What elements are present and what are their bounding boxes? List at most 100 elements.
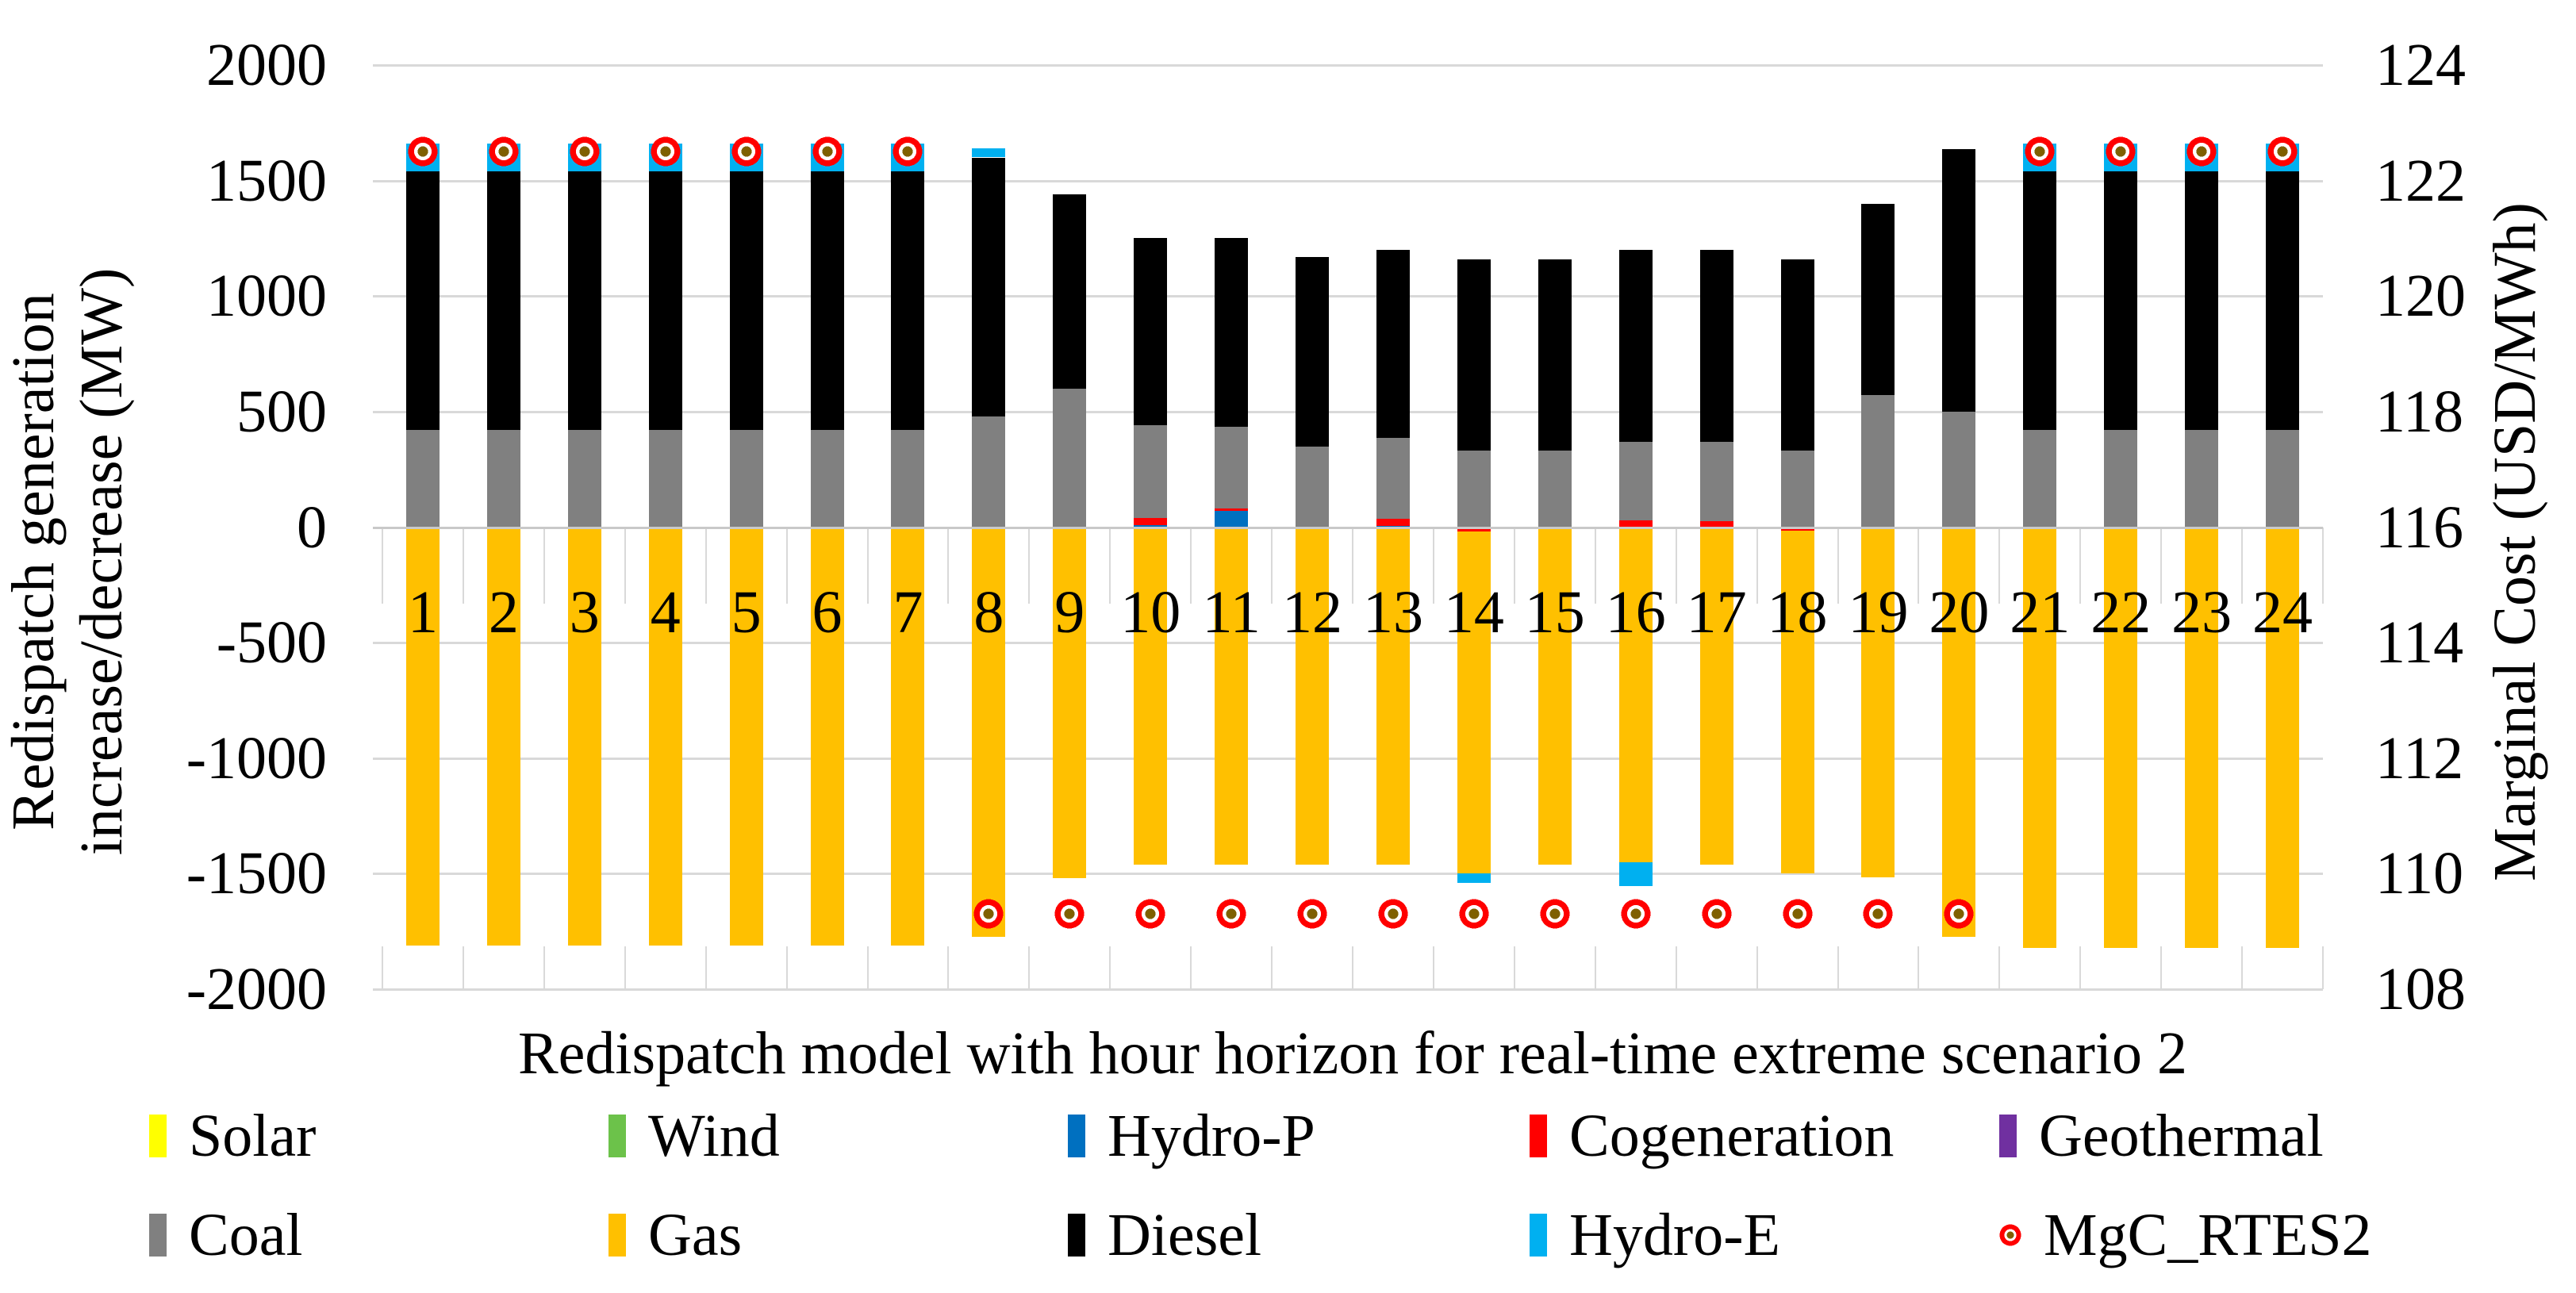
bar-segment-gas: [2185, 527, 2219, 948]
bar-segment-coal: [1699, 441, 1733, 522]
bar-segment-diesel: [2185, 171, 2219, 431]
mgc-marker: [2267, 136, 2298, 167]
legend-swatch-icon: [608, 1115, 626, 1157]
bar-segment-gas: [1538, 527, 1572, 865]
mgc-marker: [1297, 899, 1328, 930]
bar-segment-gas: [891, 527, 925, 946]
legend-swatch-icon: [1999, 1115, 2017, 1157]
bar-segment-diesel: [1780, 259, 1814, 451]
mgc-marker: [1216, 899, 1247, 930]
bar-segment-diesel: [1861, 203, 1895, 396]
mgc-marker: [2025, 136, 2056, 167]
bar-segment-coal: [2266, 430, 2300, 528]
y-gridline: [373, 757, 2323, 760]
bar-segment-hydro-e: [1457, 873, 1491, 884]
x-category-label: 5: [731, 579, 762, 646]
bar-segment-gas: [1861, 527, 1895, 877]
mgc-marker: [569, 136, 600, 167]
category-tick-lower: [866, 946, 869, 989]
y-gridline: [373, 295, 2323, 298]
bar-segment-gas: [1618, 527, 1653, 862]
bar-segment-gas: [1376, 527, 1410, 865]
bar-segment-hydro-p: [1215, 511, 1249, 528]
bar-segment-diesel: [2266, 171, 2300, 431]
category-tick-upper: [462, 527, 464, 604]
bar-segment-gas: [1942, 527, 1976, 938]
bar-segment-coal: [1457, 451, 1491, 528]
mgc-marker: [812, 136, 843, 167]
left-axis-tick-label: 0: [297, 493, 327, 561]
bar-segment-diesel: [1538, 259, 1572, 451]
x-category-label: 11: [1202, 579, 1261, 646]
mgc-marker: [973, 899, 1004, 930]
category-tick-lower: [1675, 946, 1677, 989]
category-tick-lower: [1837, 946, 1839, 989]
mgc-marker: [2186, 136, 2217, 167]
legend-label: Hydro-E: [1569, 1202, 1780, 1268]
bar-segment-gas: [486, 527, 520, 946]
category-tick-upper: [947, 527, 950, 604]
x-category-label: 19: [1848, 579, 1909, 646]
mgc-marker: [1539, 899, 1570, 930]
category-tick-upper: [1190, 527, 1192, 604]
bar-segment-coal: [1296, 446, 1330, 528]
x-category-label: 7: [893, 579, 923, 646]
y-gridline: [373, 873, 2323, 876]
category-tick-lower: [1190, 946, 1192, 989]
mgc-marker: [1863, 899, 1894, 930]
left-axis-tick-label: 500: [236, 378, 327, 445]
bar-segment-diesel: [567, 171, 601, 431]
bar-segment-diesel: [891, 171, 925, 431]
category-tick-lower: [1271, 946, 1273, 989]
bar-segment-gas: [972, 527, 1006, 938]
bar-segment-coal: [2023, 430, 2057, 528]
bar-segment-diesel: [405, 171, 440, 431]
mgc-marker: [2106, 136, 2136, 167]
bar-segment-diesel: [1134, 238, 1168, 426]
mgc-marker: [1054, 899, 1085, 930]
bar-segment-gas: [1296, 527, 1330, 865]
category-tick-lower: [1109, 946, 1111, 989]
legend-label: Wind: [648, 1103, 780, 1169]
category-tick-upper: [704, 527, 707, 604]
legend-label: MgC_RTES2: [2044, 1202, 2372, 1268]
category-tick-lower: [1998, 946, 2001, 989]
right-axis-tick-label: 118: [2375, 378, 2464, 445]
legend-item-hydro-e: Hydro-E: [1530, 1205, 1780, 1265]
category-tick-lower: [2322, 946, 2324, 989]
category-tick-lower: [1352, 946, 1353, 989]
x-category-label: 1: [407, 579, 438, 646]
right-axis-tick-label: 116: [2375, 493, 2464, 561]
x-category-label: 23: [2171, 579, 2232, 646]
mgc-marker: [1620, 899, 1651, 930]
bar-segment-diesel: [1942, 149, 1976, 412]
category-tick-lower: [947, 946, 950, 989]
bar-segment-diesel: [648, 171, 682, 431]
legend-item-solar: Solar: [149, 1106, 316, 1166]
legend-item-wind: Wind: [608, 1106, 780, 1166]
category-tick-upper: [1675, 527, 1677, 604]
x-category-label: 17: [1686, 579, 1747, 646]
right-axis-tick-label: 122: [2375, 147, 2466, 214]
bar-segment-coal: [1134, 425, 1168, 518]
mgc-marker: [1944, 899, 1975, 930]
bar-segment-hydro-e: [1618, 861, 1653, 887]
category-tick-upper: [1594, 527, 1596, 604]
legend-swatch-icon: [149, 1115, 167, 1157]
bar-segment-coal: [567, 430, 601, 528]
category-tick-upper: [382, 527, 383, 604]
legend-swatch-icon: [149, 1214, 167, 1257]
left-axis-tick-label: -1500: [186, 840, 327, 907]
y-gridline: [373, 64, 2323, 67]
left-axis-tick-label: -1000: [186, 724, 327, 792]
legend-ring-marker-icon: [1999, 1224, 2021, 1246]
bar-segment-coal: [810, 430, 844, 528]
x-category-label: 21: [2010, 579, 2071, 646]
x-category-label: 13: [1362, 579, 1423, 646]
legend-swatch-icon: [1068, 1214, 1085, 1257]
bar-segment-diesel: [1618, 250, 1653, 442]
bar-segment-gas: [1215, 527, 1249, 865]
category-tick-lower: [2079, 946, 2082, 989]
bar-segment-gas: [2266, 527, 2300, 948]
